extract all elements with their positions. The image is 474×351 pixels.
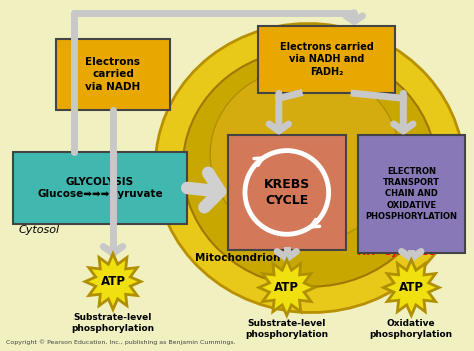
Text: Substrate-level
phosphorylation: Substrate-level phosphorylation (245, 319, 328, 339)
Text: ATP: ATP (399, 281, 424, 294)
Text: Copyright © Pearson Education, Inc., publishing as Benjamin Cummings.: Copyright © Pearson Education, Inc., pub… (6, 340, 236, 345)
Text: KREBS
CYCLE: KREBS CYCLE (264, 178, 310, 207)
FancyBboxPatch shape (258, 26, 395, 93)
Text: Oxidative
phosphorylation: Oxidative phosphorylation (370, 319, 453, 339)
Text: Cytosol: Cytosol (19, 225, 60, 235)
Text: Substrate-level
phosphorylation: Substrate-level phosphorylation (72, 313, 155, 333)
Text: ATP: ATP (100, 275, 126, 288)
Text: Electrons carried
via NADH and
FADH₂: Electrons carried via NADH and FADH₂ (280, 42, 374, 77)
Text: Electrons
carried
via NADH: Electrons carried via NADH (85, 57, 141, 92)
FancyBboxPatch shape (13, 152, 187, 224)
FancyBboxPatch shape (228, 135, 346, 250)
Text: ATP: ATP (274, 281, 299, 294)
Ellipse shape (210, 68, 399, 242)
Ellipse shape (155, 24, 464, 312)
Text: GLYCOLYSIS
Glucose➡➡➡Pyruvate: GLYCOLYSIS Glucose➡➡➡Pyruvate (37, 177, 163, 199)
Text: Mitochondrion: Mitochondrion (195, 253, 281, 263)
Polygon shape (85, 254, 141, 310)
Ellipse shape (183, 49, 437, 287)
Polygon shape (259, 260, 315, 316)
FancyBboxPatch shape (56, 39, 170, 110)
FancyBboxPatch shape (357, 135, 465, 253)
Text: ATP  synthase: ATP synthase (357, 247, 435, 257)
Text: ELECTRON
TRANSPORT
CHAIN AND
OXIDATIVE
PHOSPHORYLATION: ELECTRON TRANSPORT CHAIN AND OXIDATIVE P… (365, 167, 457, 221)
Polygon shape (383, 260, 439, 316)
